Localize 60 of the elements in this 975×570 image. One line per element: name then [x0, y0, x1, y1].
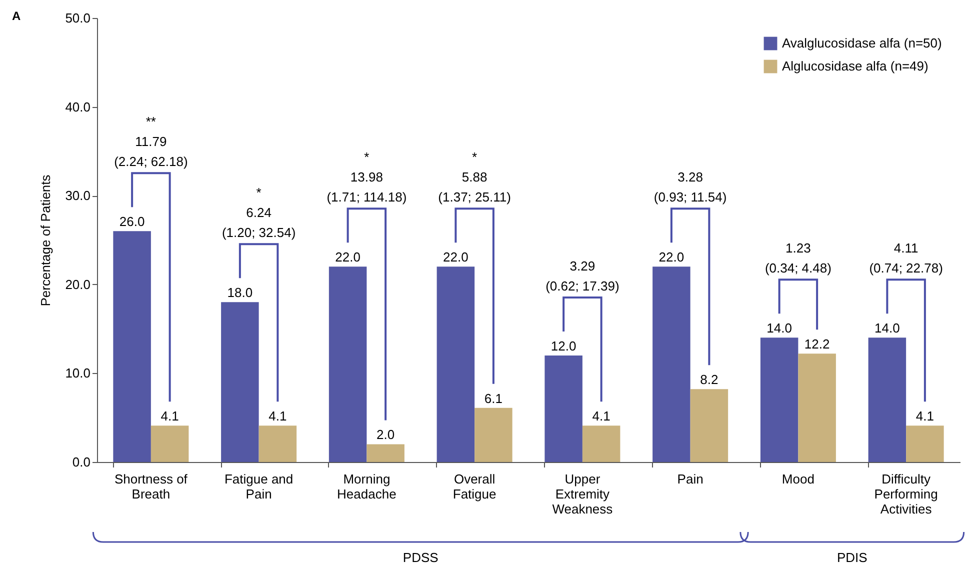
- data-label: 14.0: [874, 320, 900, 336]
- y-tick-label: 10.0: [65, 366, 90, 381]
- x-tick-label: Overall Fatigue: [452, 472, 496, 502]
- data-label: 8.2: [700, 372, 718, 388]
- bar: [366, 444, 404, 462]
- x-tick-label: Pain: [677, 472, 704, 486]
- legend-label: Alglucosidase alfa (n=49): [782, 58, 928, 74]
- data-label: 14.0: [766, 320, 792, 336]
- y-axis-title: Percentage of Patients: [38, 174, 54, 306]
- legend-label: Avalglucosidase alfa (n=50): [782, 36, 942, 50]
- data-label: 18.0: [227, 285, 253, 300]
- x-tick-label: Fatigue and Pain: [224, 472, 294, 502]
- data-label: 12.2: [804, 336, 830, 352]
- x-tick-label: Shortness of Breath: [114, 472, 188, 502]
- data-label: 2.0: [376, 427, 395, 442]
- text: A: [12, 9, 21, 23]
- annotation: 4.11 (0.74; 22.78): [869, 240, 943, 276]
- annotation: 1.23 (0.34; 4.48): [764, 240, 832, 276]
- bar: [798, 354, 836, 462]
- bar: [652, 266, 690, 462]
- y-tick-label: 0.0: [72, 454, 90, 470]
- x-tick-label: Difficulty Performing Activities: [874, 472, 938, 516]
- bar: [258, 426, 297, 462]
- annotation: * 6.24 (1.20; 32.54): [222, 185, 296, 240]
- text: PDSS: [402, 550, 439, 565]
- data-label: 22.0: [658, 250, 684, 265]
- bar: [474, 408, 512, 462]
- bar: [868, 338, 906, 462]
- annotation: 3.29 (0.62; 17.39): [546, 258, 620, 294]
- text: PDIS: [836, 550, 868, 565]
- data-label: 12.0: [550, 338, 576, 354]
- y-tick-label: 50.0: [65, 10, 90, 26]
- annotation: ** 11.79 (2.24; 62.18): [114, 114, 188, 170]
- data-label: 4.1: [592, 408, 610, 424]
- data-label: 22.0: [443, 250, 468, 265]
- y-tick-label: 30.0: [65, 188, 90, 204]
- data-label: 22.0: [335, 250, 360, 265]
- y-tick-label: 20.0: [65, 276, 90, 292]
- annotation: 3.28 (0.93; 11.54): [654, 170, 727, 205]
- data-label: 4.1: [268, 408, 287, 424]
- bar: [582, 426, 620, 462]
- bar: [690, 389, 728, 462]
- annotation: * 5.88 (1.37; 25.11): [438, 150, 511, 205]
- bar: [221, 302, 259, 462]
- bar: [906, 426, 944, 462]
- data-label: 26.0: [119, 214, 145, 230]
- x-tick-label: Mood: [782, 472, 814, 486]
- data-label: 4.1: [160, 408, 179, 424]
- data-label: 4.1: [916, 408, 934, 424]
- data-label: 6.1: [484, 390, 502, 406]
- bar: [760, 338, 798, 462]
- y-tick-label: 40.0: [65, 99, 90, 114]
- bar: [113, 231, 151, 462]
- annotation: * 13.98 (1.71; 114.18): [326, 150, 407, 205]
- x-tick-label: Upper Extremity Weakness: [552, 472, 614, 516]
- bar: [328, 266, 367, 462]
- x-tick-label: Morning Headache: [337, 472, 396, 502]
- bar: [544, 355, 582, 462]
- bar: [150, 426, 189, 462]
- bar: [436, 266, 475, 462]
